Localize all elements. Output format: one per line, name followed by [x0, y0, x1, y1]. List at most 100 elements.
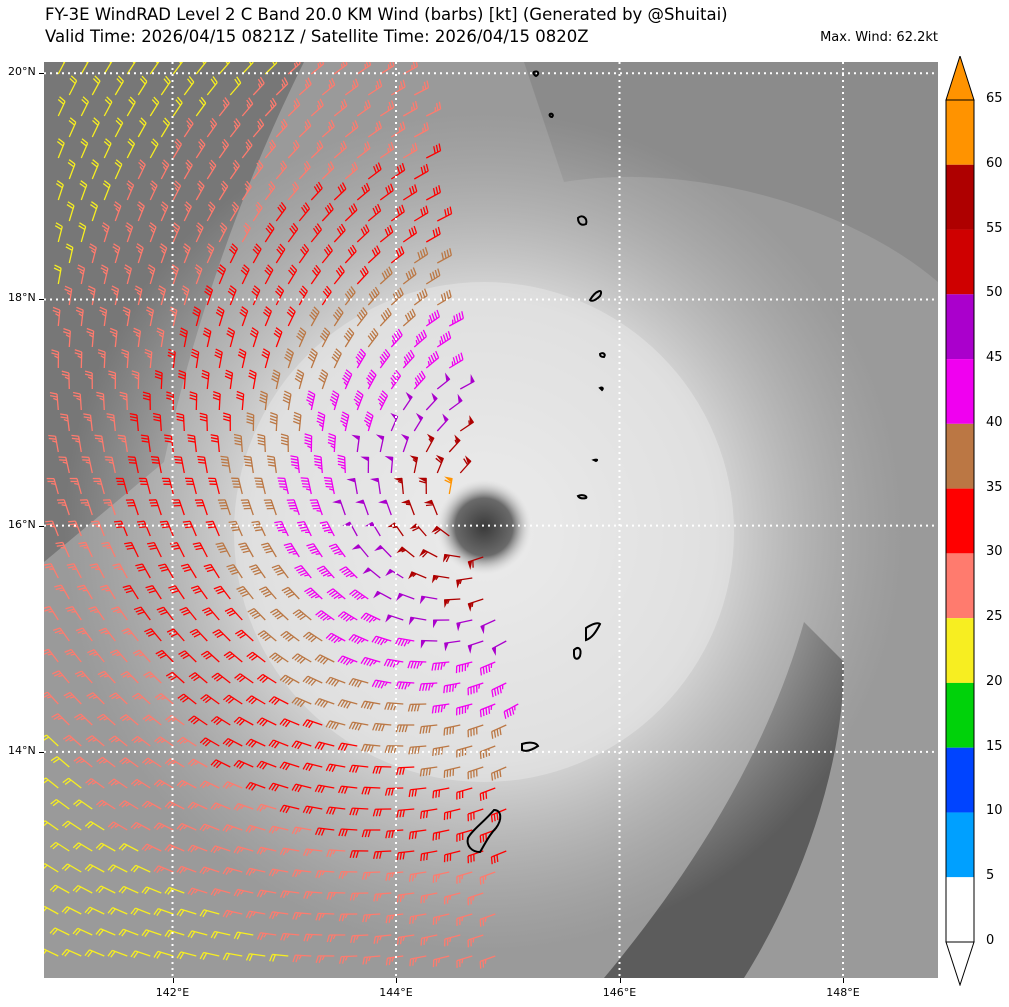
wind-barb	[319, 521, 335, 537]
wind-barb	[337, 611, 358, 622]
lon-label: 146°E	[602, 986, 637, 999]
wind-barb	[80, 62, 89, 75]
wind-barb	[241, 62, 254, 75]
wind-barb	[291, 653, 312, 664]
wind-barb	[141, 757, 162, 768]
wind-barb	[261, 348, 271, 369]
wind-barb	[291, 783, 312, 793]
wind-barb	[210, 930, 231, 939]
wind-barb	[92, 477, 105, 495]
wind-barb	[302, 805, 323, 815]
wind-barb	[402, 142, 418, 159]
wind-barb	[72, 842, 93, 852]
wind-barb	[229, 159, 240, 180]
wind-barb	[118, 843, 139, 852]
wind-barb	[379, 307, 392, 327]
wind-barb	[183, 201, 192, 222]
wind-barb	[351, 434, 361, 453]
wind-barb	[425, 350, 440, 369]
wind-barb	[66, 201, 75, 222]
wind-barb	[431, 574, 450, 584]
wind-barb	[218, 222, 228, 243]
wind-barb	[153, 950, 174, 959]
wind-barb	[49, 391, 59, 411]
wind-barb	[218, 97, 230, 117]
wind-barb	[228, 243, 239, 264]
wind-barb	[395, 724, 415, 733]
wind-barb	[218, 62, 231, 75]
wind-barb	[199, 737, 220, 747]
wind-barb	[179, 606, 197, 621]
wind-barb	[291, 696, 312, 708]
wind-barb	[44, 563, 59, 579]
wind-barb	[503, 703, 519, 719]
wind-barb	[362, 567, 381, 579]
colorbar-bin	[946, 747, 974, 813]
wind-barb	[131, 370, 140, 390]
wind-barb	[257, 630, 277, 642]
wind-barb	[292, 609, 312, 621]
wind-barb	[344, 78, 359, 96]
wind-barb	[135, 563, 151, 579]
wind-barb	[271, 564, 289, 579]
wind-barb	[210, 802, 231, 811]
wind-barb	[103, 138, 112, 159]
wind-barb	[95, 842, 116, 852]
wind-barb	[360, 456, 370, 474]
island-asuncion	[548, 112, 554, 119]
wind-barb	[164, 886, 185, 895]
wind-barb	[176, 951, 197, 960]
wind-barb	[402, 349, 415, 369]
wind-barb	[256, 889, 277, 898]
wind-barb	[90, 201, 99, 222]
wind-barb	[76, 584, 93, 600]
wind-barb	[195, 138, 206, 159]
wind-barb	[390, 246, 405, 264]
wind-barb	[50, 756, 70, 768]
colorbar-bin	[946, 618, 974, 683]
island-guguan	[598, 386, 604, 392]
wind-barb	[287, 62, 301, 75]
wind-barb	[379, 62, 395, 75]
wind-barb	[290, 455, 300, 474]
wind-barb	[252, 160, 264, 180]
wind-barb	[72, 884, 93, 894]
wind-barb	[256, 760, 277, 770]
wind-barb	[206, 201, 216, 222]
wind-barb	[65, 605, 82, 621]
wind-barb	[44, 734, 59, 747]
wind-barb	[161, 477, 174, 495]
wind-barb	[144, 628, 162, 642]
wind-barb	[442, 553, 461, 563]
wind-barb	[342, 369, 353, 390]
wind-barb	[342, 521, 358, 537]
wind-barb	[444, 476, 453, 495]
wind-barb	[467, 556, 484, 570]
wind-barb	[275, 243, 286, 264]
wind-barb	[146, 541, 162, 558]
wind-barb	[44, 863, 59, 873]
wind-barb	[338, 785, 358, 794]
wind-barb	[419, 682, 438, 692]
wind-barb	[491, 724, 507, 739]
wind-barb	[348, 678, 369, 688]
wind-barb	[343, 327, 355, 348]
colorbar-bin	[946, 682, 974, 748]
wind-barb	[149, 96, 160, 117]
wind-barb	[259, 390, 268, 411]
wind-barb	[420, 934, 438, 946]
wind-barb	[213, 585, 231, 600]
wind-barb	[344, 120, 359, 138]
wind-barbs	[44, 62, 519, 969]
wind-barb	[479, 913, 496, 927]
wind-barb	[268, 696, 289, 706]
wind-barb	[360, 612, 381, 623]
wind-barb	[270, 608, 289, 621]
wind-barb	[183, 159, 193, 180]
wind-barb	[199, 780, 220, 789]
wind-barb	[229, 118, 241, 138]
valid-time: Valid Time: 2026/04/15 0821Z / Satellite…	[45, 27, 589, 46]
wind-barb	[68, 75, 78, 96]
wind-barb	[456, 577, 473, 589]
wind-barb	[310, 181, 323, 201]
